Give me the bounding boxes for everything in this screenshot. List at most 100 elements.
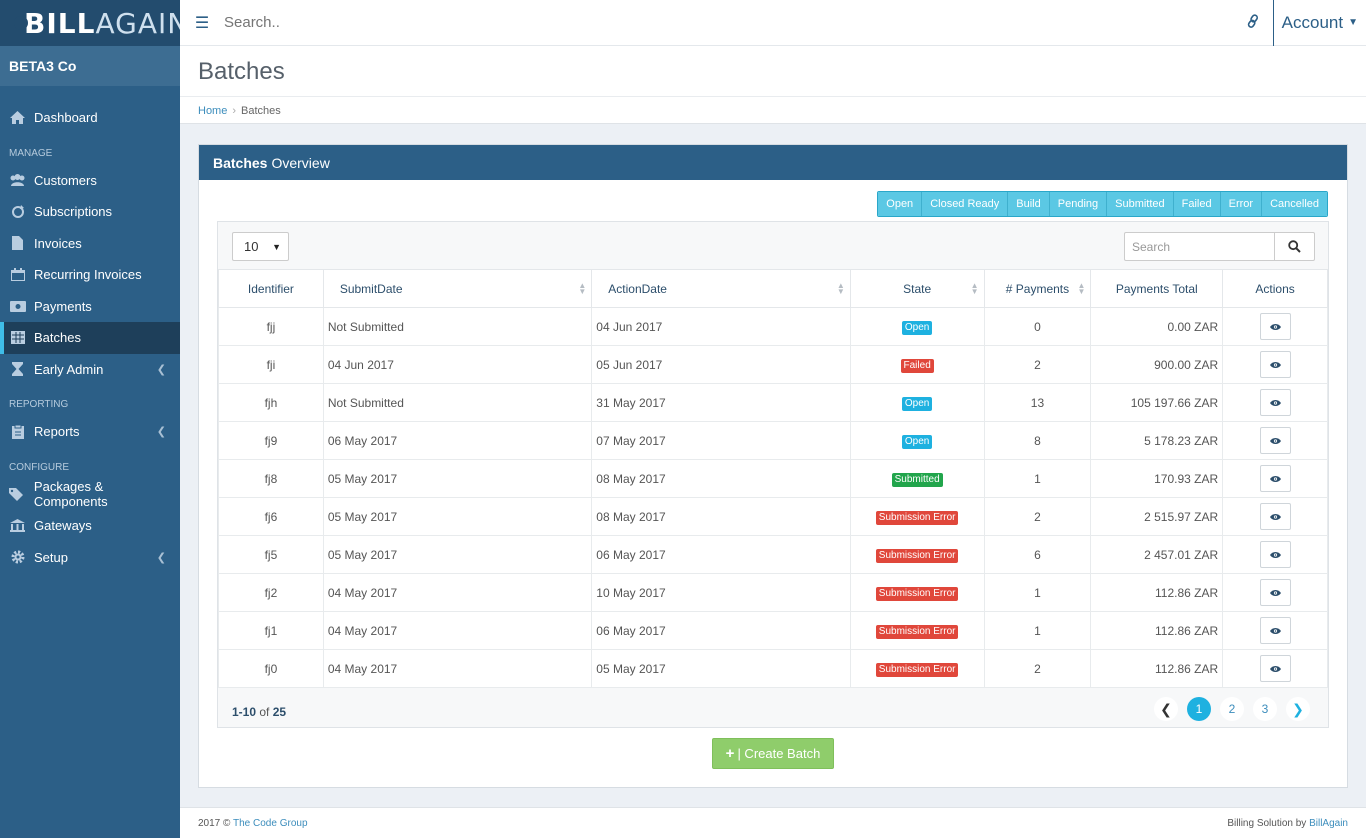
tags-icon <box>9 487 26 501</box>
sidebar-item-label: Invoices <box>34 235 82 251</box>
sidebar-item-subscriptions[interactable]: Subscriptions <box>0 196 180 228</box>
cell-action-date: 31 May 2017 <box>591 383 851 422</box>
view-button[interactable] <box>1259 465 1291 492</box>
clipboard-icon <box>9 424 26 439</box>
col-state[interactable]: State ▲ ▼ <box>849 269 985 308</box>
table-row: fji 04 Jun 2017 05 Jun 2017 Failed 2 900.00 Z… <box>218 345 1328 384</box>
sidebar-item-early-admin[interactable]: Early Admin ❮ <box>0 354 180 386</box>
page-button-2[interactable]: 2 <box>1220 697 1244 721</box>
col-payments[interactable]: # Payments ▲ ▼ <box>983 269 1092 308</box>
filter-closed-ready-button[interactable]: Closed Ready <box>921 192 1008 216</box>
prev-page-icon[interactable]: ❮ <box>1154 697 1178 721</box>
sidebar-item-customers[interactable]: Customers <box>0 165 180 197</box>
brand-logo[interactable]: BILLAGAIN <box>0 0 188 46</box>
table-search-input[interactable]: Search <box>1132 239 1171 254</box>
search-button[interactable] <box>1274 233 1314 260</box>
filter-build-button[interactable]: Build <box>1007 192 1049 216</box>
cell-payments: 2 <box>983 345 1092 384</box>
view-button[interactable] <box>1259 655 1291 682</box>
filter-cancelled-button[interactable]: Cancelled <box>1261 192 1327 216</box>
cell-payments: 2 <box>983 649 1092 688</box>
cell-identifier: fjj <box>218 307 324 346</box>
hourglass-icon <box>9 362 26 377</box>
section-header-reporting: REPORTING <box>9 399 69 410</box>
company-link[interactable]: The Code Group <box>233 817 308 829</box>
cell-payments: 6 <box>983 535 1092 574</box>
box-title-rest: Overview <box>271 154 330 171</box>
batches-table: Identifier SubmitDate ▲ ▼ ActionDate ▲ ▼ Sta… <box>218 269 1328 688</box>
caret-down-icon: ▼ <box>1348 17 1358 28</box>
chevron-left-icon: ❮ <box>156 426 166 439</box>
cell-action-date: 04 Jun 2017 <box>591 307 851 346</box>
cell-state: Submission Error <box>849 497 985 536</box>
account-menu[interactable]: Account ▼ <box>1272 0 1366 46</box>
sidebar-item-dashboard[interactable]: Dashboard <box>0 102 180 134</box>
breadcrumb-home[interactable]: Home <box>198 105 228 117</box>
caret-down-icon: ▼ <box>272 241 281 252</box>
sidebar-item-setup[interactable]: Setup ❮ <box>0 542 180 574</box>
cell-action-date: 05 Jun 2017 <box>591 345 851 384</box>
cell-action-date: 08 May 2017 <box>591 459 851 498</box>
account-label: Account <box>1281 12 1344 32</box>
view-button[interactable] <box>1259 313 1291 340</box>
link-icon[interactable] <box>1233 14 1273 31</box>
col-label: Actions <box>1255 281 1295 296</box>
filter-open-button[interactable]: Open <box>878 192 922 216</box>
status-badge: Submitted <box>891 472 943 487</box>
cell-identifier: fj8 <box>218 459 324 498</box>
next-page-icon[interactable]: ❯ <box>1286 697 1310 721</box>
col-action-date[interactable]: ActionDate ▲ ▼ <box>591 269 851 308</box>
eye-icon <box>1269 437 1281 444</box>
filter-pending-button[interactable]: Pending <box>1048 192 1107 216</box>
sidebar-item-reports[interactable]: Reports ❮ <box>0 416 180 448</box>
cell-action-date: 06 May 2017 <box>591 535 851 574</box>
refresh-icon <box>9 204 26 219</box>
sort-icon: ▲ ▼ <box>836 281 845 296</box>
sidebar-item-gateways[interactable]: Gateways <box>0 510 180 542</box>
filter-failed-button[interactable]: Failed <box>1172 192 1220 216</box>
global-search-input[interactable] <box>224 14 1233 31</box>
table-row: fjj Not Submitted 04 Jun 2017 Open 0 0.00 ZAR <box>218 307 1328 346</box>
sidebar-item-invoices[interactable]: Invoices <box>0 228 180 260</box>
view-button[interactable] <box>1259 503 1291 530</box>
status-badge: Open <box>901 434 933 449</box>
filter-error-button[interactable]: Error <box>1219 192 1262 216</box>
view-button[interactable] <box>1259 427 1291 454</box>
eye-icon <box>1269 399 1281 406</box>
cell-identifier: fji <box>218 345 324 384</box>
sidebar-item-packages[interactable]: Packages & Components <box>0 479 180 511</box>
cell-payments-total: 170.93 ZAR <box>1090 459 1224 498</box>
eye-icon <box>1269 665 1281 672</box>
page-button-1[interactable]: 1 <box>1187 697 1211 721</box>
sidebar-item-payments[interactable]: Payments <box>0 291 180 323</box>
col-submit-date[interactable]: SubmitDate ▲ ▼ <box>322 269 593 308</box>
cell-payments-total: 0.00 ZAR <box>1090 307 1224 346</box>
page-length-select[interactable]: 10 ▼ <box>232 232 289 261</box>
cell-payments: 1 <box>983 573 1092 612</box>
brand-name: BILLAGAIN <box>24 7 189 40</box>
billagain-link[interactable]: BillAgain <box>1309 817 1348 829</box>
sidebar-item-label: Payments <box>34 298 92 314</box>
col-actions: Actions <box>1222 269 1328 308</box>
view-button[interactable] <box>1259 389 1291 416</box>
bank-icon <box>9 519 26 533</box>
sidebar-item-recurring-invoices[interactable]: Recurring Invoices <box>0 259 180 291</box>
col-identifier[interactable]: Identifier <box>218 269 324 308</box>
sidebar-item-batches[interactable]: Batches <box>0 322 180 354</box>
cell-actions <box>1222 611 1328 650</box>
create-batch-button[interactable]: + | Create Batch <box>712 738 834 769</box>
menu-toggle-icon[interactable]: ☰ <box>194 14 210 32</box>
cell-payments-total: 112.86 ZAR <box>1090 611 1224 650</box>
filter-submitted-button[interactable]: Submitted <box>1106 192 1173 216</box>
status-badge: Submission Error <box>875 624 959 639</box>
cell-state: Submission Error <box>849 535 985 574</box>
col-payments-total[interactable]: Payments Total <box>1090 269 1224 308</box>
page-button-3[interactable]: 3 <box>1253 697 1277 721</box>
view-button[interactable] <box>1259 351 1291 378</box>
view-button[interactable] <box>1259 617 1291 644</box>
users-icon <box>9 173 26 187</box>
view-button[interactable] <box>1259 579 1291 606</box>
view-button[interactable] <box>1259 541 1291 568</box>
table-search: Search <box>1124 232 1315 261</box>
batches-overview-box: Batches Overview Open Closed Ready Build … <box>198 144 1348 788</box>
